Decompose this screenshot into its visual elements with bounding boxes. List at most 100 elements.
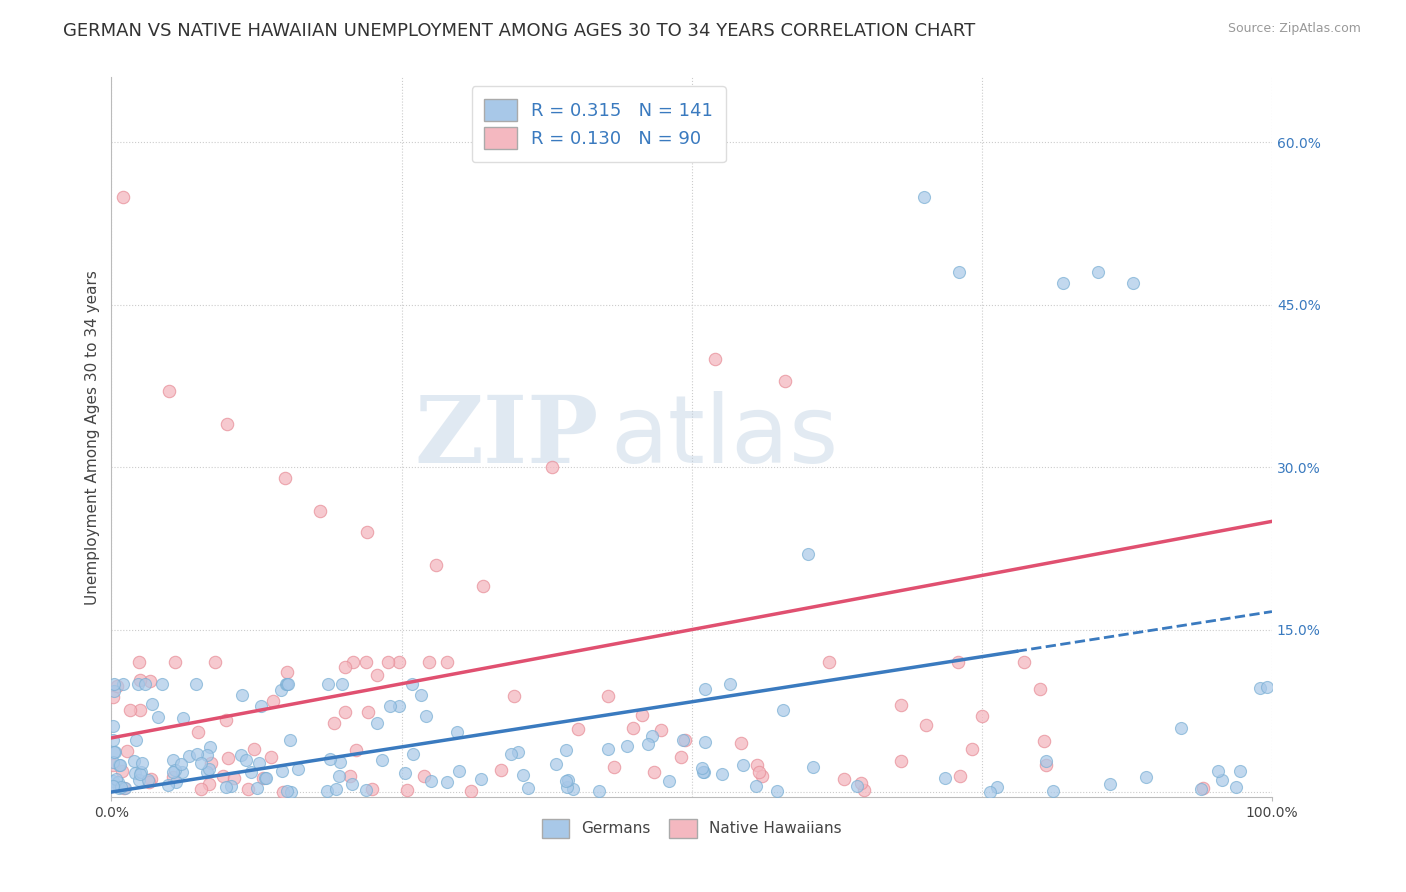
- Point: [170, 756, 193, 771]
- Point: [101, 779, 124, 793]
- Point: [555, 773, 578, 788]
- Point: [128, 772, 150, 787]
- Point: [361, 782, 384, 797]
- Point: [186, 747, 208, 761]
- Point: [330, 677, 353, 691]
- Point: [316, 677, 339, 691]
- Point: [401, 747, 423, 761]
- Point: [970, 709, 993, 723]
- Point: [949, 769, 972, 783]
- Point: [124, 766, 146, 780]
- Point: [150, 677, 173, 691]
- Point: [710, 766, 733, 780]
- Point: [555, 780, 578, 795]
- Point: [695, 682, 717, 697]
- Point: [177, 749, 200, 764]
- Point: [766, 784, 789, 798]
- Point: [1229, 764, 1251, 778]
- Point: [413, 769, 436, 783]
- Point: [1014, 655, 1036, 669]
- Point: [751, 769, 773, 783]
- Point: [108, 758, 131, 772]
- Point: [197, 777, 219, 791]
- Point: [107, 775, 129, 789]
- Point: [101, 758, 124, 772]
- Point: [948, 655, 970, 669]
- Point: [703, 351, 725, 366]
- Point: [247, 756, 270, 770]
- Point: [162, 771, 184, 785]
- Point: [319, 752, 342, 766]
- Point: [602, 760, 624, 774]
- Point: [1170, 721, 1192, 735]
- Point: [138, 775, 160, 789]
- Point: [110, 780, 132, 794]
- Point: [801, 760, 824, 774]
- Point: [101, 733, 124, 747]
- Point: [128, 767, 150, 781]
- Point: [195, 764, 218, 779]
- Point: [672, 732, 695, 747]
- Point: [112, 677, 135, 691]
- Point: [115, 744, 138, 758]
- Point: [641, 729, 664, 743]
- Point: [322, 716, 344, 731]
- Point: [108, 780, 131, 795]
- Point: [252, 771, 274, 785]
- Point: [172, 765, 194, 780]
- Point: [425, 558, 447, 572]
- Point: [470, 772, 492, 787]
- Point: [460, 783, 482, 797]
- Point: [165, 775, 187, 789]
- Point: [1042, 784, 1064, 798]
- Point: [134, 677, 156, 691]
- Legend: Germans, Native Hawaiians: Germans, Native Hawaiians: [536, 813, 848, 844]
- Point: [512, 768, 534, 782]
- Point: [1122, 276, 1144, 290]
- Point: [211, 769, 233, 783]
- Point: [387, 698, 409, 713]
- Point: [745, 780, 768, 794]
- Point: [388, 655, 411, 669]
- Point: [517, 781, 540, 796]
- Point: [562, 781, 585, 796]
- Point: [163, 655, 186, 669]
- Point: [818, 655, 841, 669]
- Point: [239, 764, 262, 779]
- Point: [912, 189, 935, 203]
- Point: [101, 774, 124, 789]
- Point: [198, 739, 221, 754]
- Text: ZIP: ZIP: [415, 392, 599, 483]
- Point: [128, 673, 150, 687]
- Point: [796, 547, 818, 561]
- Point: [356, 525, 378, 540]
- Point: [832, 772, 855, 786]
- Point: [280, 784, 302, 798]
- Point: [105, 679, 128, 693]
- Point: [377, 655, 399, 669]
- Point: [986, 780, 1008, 794]
- Point: [436, 775, 458, 789]
- Point: [129, 703, 152, 717]
- Point: [890, 698, 912, 713]
- Point: [637, 737, 659, 751]
- Point: [274, 677, 297, 691]
- Point: [215, 713, 238, 727]
- Point: [692, 765, 714, 780]
- Point: [159, 384, 181, 399]
- Point: [125, 732, 148, 747]
- Point: [187, 725, 209, 739]
- Point: [1211, 772, 1233, 787]
- Point: [395, 782, 418, 797]
- Point: [1052, 276, 1074, 290]
- Point: [1249, 681, 1271, 695]
- Point: [962, 742, 984, 756]
- Point: [356, 655, 378, 669]
- Point: [157, 778, 180, 792]
- Point: [669, 750, 692, 764]
- Point: [162, 753, 184, 767]
- Point: [621, 721, 644, 735]
- Point: [773, 374, 796, 388]
- Point: [409, 689, 432, 703]
- Point: [1035, 757, 1057, 772]
